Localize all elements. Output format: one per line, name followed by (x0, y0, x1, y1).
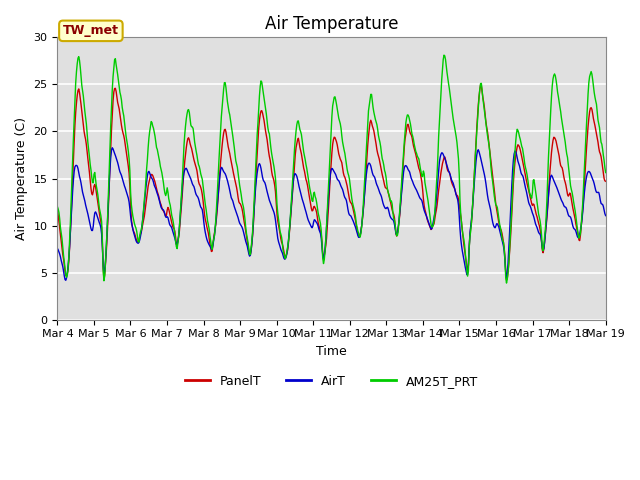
X-axis label: Time: Time (316, 345, 347, 358)
PanelT (54, 206, 61, 212)
Y-axis label: Air Temperature (C): Air Temperature (C) (15, 117, 28, 240)
AM25T_PRT (502, 280, 510, 286)
AirT (62, 277, 70, 283)
PanelT (175, 228, 183, 234)
PanelT (414, 162, 422, 168)
PanelT (205, 230, 212, 236)
AM25T_PRT (398, 172, 406, 178)
AirT (108, 145, 116, 151)
Line: AirT: AirT (58, 148, 605, 280)
AirT (602, 213, 609, 218)
Title: Air Temperature: Air Temperature (265, 15, 398, 33)
AirT (54, 246, 61, 252)
Legend: PanelT, AirT, AM25T_PRT: PanelT, AirT, AM25T_PRT (180, 370, 483, 393)
AM25T_PRT (205, 222, 212, 228)
AirT (416, 194, 424, 200)
AirT (64, 264, 72, 269)
AM25T_PRT (54, 204, 61, 209)
PanelT (63, 271, 71, 277)
AM25T_PRT (175, 224, 183, 229)
PanelT (398, 179, 406, 184)
AirT (177, 203, 185, 208)
AM25T_PRT (120, 113, 127, 119)
Text: TW_met: TW_met (63, 24, 119, 37)
PanelT (502, 277, 510, 283)
AM25T_PRT (414, 155, 422, 160)
AirT (122, 185, 129, 191)
AM25T_PRT (602, 170, 609, 176)
PanelT (602, 179, 609, 184)
PanelT (477, 82, 484, 88)
AM25T_PRT (63, 272, 71, 277)
AirT (206, 243, 214, 249)
AirT (400, 169, 408, 175)
Line: PanelT: PanelT (58, 85, 605, 280)
PanelT (120, 132, 127, 138)
Line: AM25T_PRT: AM25T_PRT (58, 55, 605, 283)
AM25T_PRT (440, 52, 448, 58)
